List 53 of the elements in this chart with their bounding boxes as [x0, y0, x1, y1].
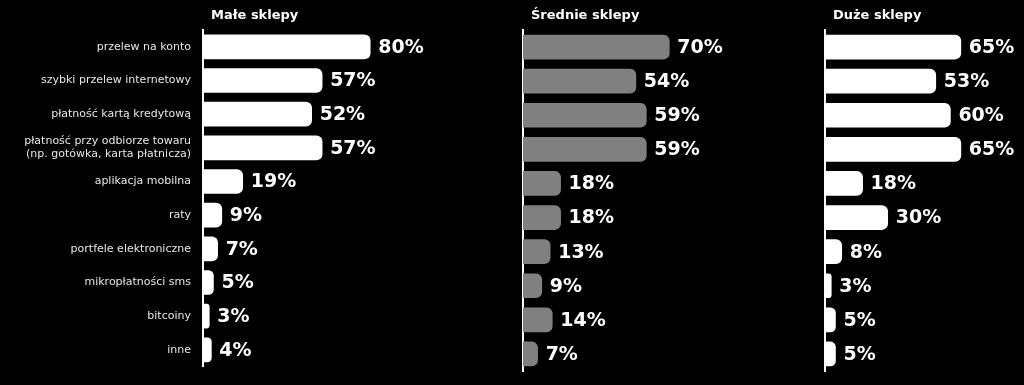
y-tick-label: aplikacja mobilna	[94, 174, 191, 188]
y-tick-label: szybki przelew internetowy	[40, 73, 192, 87]
bar	[523, 102, 647, 128]
data-label: 3%	[217, 304, 250, 327]
data-label: 18%	[568, 171, 615, 194]
y-tick-label: inne	[167, 342, 192, 356]
data-label: 14%	[560, 307, 606, 330]
data-label: 9%	[229, 203, 263, 226]
data-label: 30%	[895, 205, 942, 228]
data-label: 13%	[558, 239, 604, 262]
data-label: 9%	[549, 273, 583, 296]
data-label: 59%	[654, 103, 700, 126]
y-tick-label: bitcoiny	[147, 309, 192, 323]
data-label: 19%	[250, 169, 297, 192]
data-label: 57%	[330, 68, 376, 91]
data-label: 4%	[219, 337, 252, 360]
bar	[523, 171, 561, 196]
data-label: 7%	[545, 341, 578, 364]
bar	[523, 137, 647, 162]
data-label: 7%	[225, 236, 258, 259]
bar	[523, 341, 538, 367]
y-tick-label: raty	[168, 208, 192, 222]
data-label: 65%	[968, 34, 1015, 57]
bar	[523, 34, 670, 60]
y-tick-label: przelew na konto	[96, 39, 192, 53]
data-label: 53%	[943, 69, 990, 92]
data-label: 8%	[849, 239, 882, 262]
data-label: 3%	[839, 273, 872, 296]
y-tick-label: mikropłatności sms	[84, 275, 192, 289]
y-tick-label: płatność przy odbiorze towaru (np. gotówka, karta płatnicza)	[24, 134, 191, 161]
data-label: 54%	[643, 69, 690, 92]
data-label: 5%	[843, 307, 876, 330]
data-label: 5%	[843, 341, 876, 364]
bar	[523, 239, 551, 264]
bar	[523, 307, 553, 333]
chart-title: Duże sklepy	[833, 7, 922, 23]
data-label: 57%	[330, 135, 376, 158]
data-label: 60%	[958, 103, 1004, 126]
data-label: 18%	[870, 171, 917, 194]
data-label: 70%	[677, 34, 723, 57]
data-label: 52%	[319, 102, 366, 125]
data-label: 18%	[568, 205, 615, 228]
data-label: 59%	[654, 137, 700, 160]
data-label: 80%	[378, 34, 424, 57]
bar	[523, 273, 543, 299]
bar	[523, 68, 637, 94]
y-tick-label: płatność kartą kredytową	[51, 107, 192, 121]
chart-title: Małe sklepy	[211, 7, 299, 23]
chart-title: Średnie sklepy	[531, 7, 640, 23]
y-tick-label: portfele elektroniczne	[70, 241, 192, 255]
data-label: 65%	[968, 137, 1015, 160]
bar	[523, 205, 561, 230]
data-label: 5%	[221, 270, 254, 293]
